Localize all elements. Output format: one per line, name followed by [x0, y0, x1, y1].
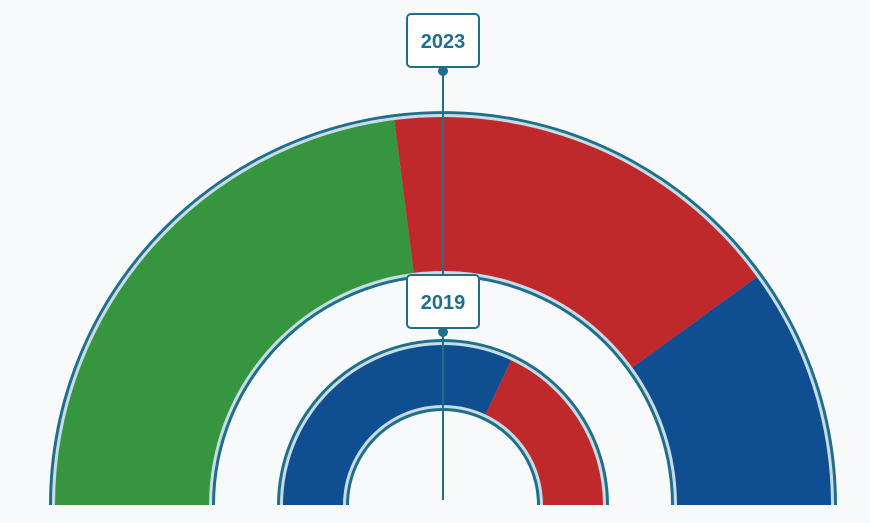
slice-2023-0: [55, 120, 414, 505]
ring-2019: [277, 339, 609, 505]
label-anchor-dot-2023: [438, 66, 448, 76]
slice-2023-1: [394, 117, 757, 368]
label-anchor-dot-2019: [438, 327, 448, 337]
ring-2023: [49, 111, 837, 505]
label-2019: 2019: [406, 274, 480, 337]
label-2023: 2023: [406, 13, 480, 76]
slice-2019-0: [283, 344, 512, 505]
slice-2019-1: [485, 360, 603, 505]
slice-2023-2: [632, 276, 831, 505]
year-label-2019: 2019: [421, 292, 466, 314]
year-label-2023: 2023: [421, 31, 466, 53]
